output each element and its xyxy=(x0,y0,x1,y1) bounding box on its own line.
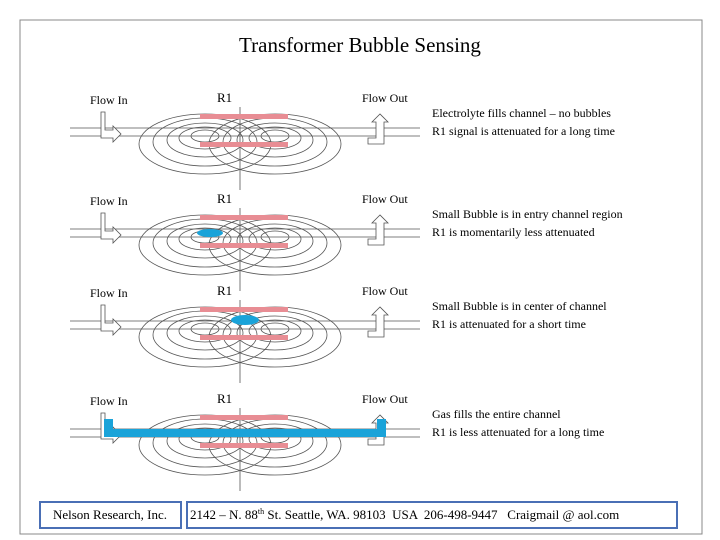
field-loop xyxy=(178,427,232,451)
sensor-row: Flow In R1 Flow Out Gas fills the entire ch… xyxy=(70,391,604,491)
company-box xyxy=(39,501,182,529)
field-loop xyxy=(236,423,314,459)
gas-fill xyxy=(104,429,386,437)
resistor-label: R1 xyxy=(217,391,232,406)
field-loop xyxy=(248,427,302,451)
field-loop xyxy=(178,126,232,150)
field-loop xyxy=(166,315,244,351)
address-superscript: th xyxy=(258,507,264,516)
field-loop xyxy=(248,319,302,343)
electrode-bottom xyxy=(200,142,288,147)
electrode-bottom xyxy=(200,335,288,340)
electrode-top xyxy=(200,215,288,220)
description: Gas fills the entire channel xyxy=(432,407,561,421)
address-part: St. Seattle, WA. 98103 USA 206-498-9447 … xyxy=(264,507,619,522)
flow-out-label: Flow Out xyxy=(362,284,408,298)
flow-in-arrow xyxy=(100,111,122,143)
address-part: 2142 – N. 88 xyxy=(190,507,258,522)
rows: Flow In R1 Flow Out Electrolyte fills chann… xyxy=(70,90,623,491)
slide-frame xyxy=(19,19,703,535)
flow-out-label: Flow Out xyxy=(362,192,408,206)
gas-fill xyxy=(377,419,386,433)
sensor-row: Flow In R1 Flow Out Small Bubble is in entr… xyxy=(70,191,623,291)
flow-out-arrow xyxy=(367,214,389,246)
flow-in-arrow xyxy=(100,304,122,336)
title: Transformer Bubble Sensing xyxy=(239,33,481,57)
description: R1 is momentarily less attenuated xyxy=(432,225,595,239)
flow-in-label: Flow In xyxy=(90,194,128,208)
field-loop xyxy=(166,423,244,459)
description: Small Bubble is in entry channel region xyxy=(432,207,623,221)
flow-in-label: Flow In xyxy=(90,286,128,300)
electrode-bottom xyxy=(200,243,288,248)
electrode-top xyxy=(200,114,288,119)
flow-out-label: Flow Out xyxy=(362,91,408,105)
description: Small Bubble is in center of channel xyxy=(432,299,607,313)
resistor-label: R1 xyxy=(217,191,232,206)
description: R1 is less attenuated for a long time xyxy=(432,425,604,439)
address-box xyxy=(186,501,678,529)
bubble xyxy=(197,229,223,237)
field-loop xyxy=(236,122,314,158)
field-loop xyxy=(178,227,232,251)
flow-in-label: Flow In xyxy=(90,394,128,408)
resistor-label: R1 xyxy=(217,283,232,298)
description: R1 signal is attenuated for a long time xyxy=(432,124,615,138)
gas-fill xyxy=(104,419,113,433)
sensor-row: Flow In R1 Flow Out Small Bubble is in cent… xyxy=(70,283,607,383)
field-loop xyxy=(236,315,314,351)
bubble xyxy=(231,315,259,325)
company: Nelson Research, Inc. xyxy=(53,507,167,522)
flow-in-label: Flow In xyxy=(90,93,128,107)
description: R1 is attenuated for a short time xyxy=(432,317,586,331)
flow-in-arrow xyxy=(100,212,122,244)
address: 2142 – N. 88th St. Seattle, WA. 98103 US… xyxy=(190,507,619,522)
field-loop xyxy=(166,122,244,158)
field-loop xyxy=(178,319,232,343)
field-loop xyxy=(248,126,302,150)
flow-out-label: Flow Out xyxy=(362,392,408,406)
electrode-top xyxy=(200,307,288,312)
resistor-label: R1 xyxy=(217,90,232,105)
field-loop xyxy=(166,223,244,259)
sensor-row: Flow In R1 Flow Out Electrolyte fills chann… xyxy=(70,90,615,190)
field-loop xyxy=(248,227,302,251)
field-loop xyxy=(236,223,314,259)
electrode-bottom xyxy=(200,443,288,448)
flow-out-arrow xyxy=(367,113,389,145)
flow-out-arrow xyxy=(367,306,389,338)
description: Electrolyte fills channel – no bubbles xyxy=(432,106,611,120)
electrode-top xyxy=(200,415,288,420)
